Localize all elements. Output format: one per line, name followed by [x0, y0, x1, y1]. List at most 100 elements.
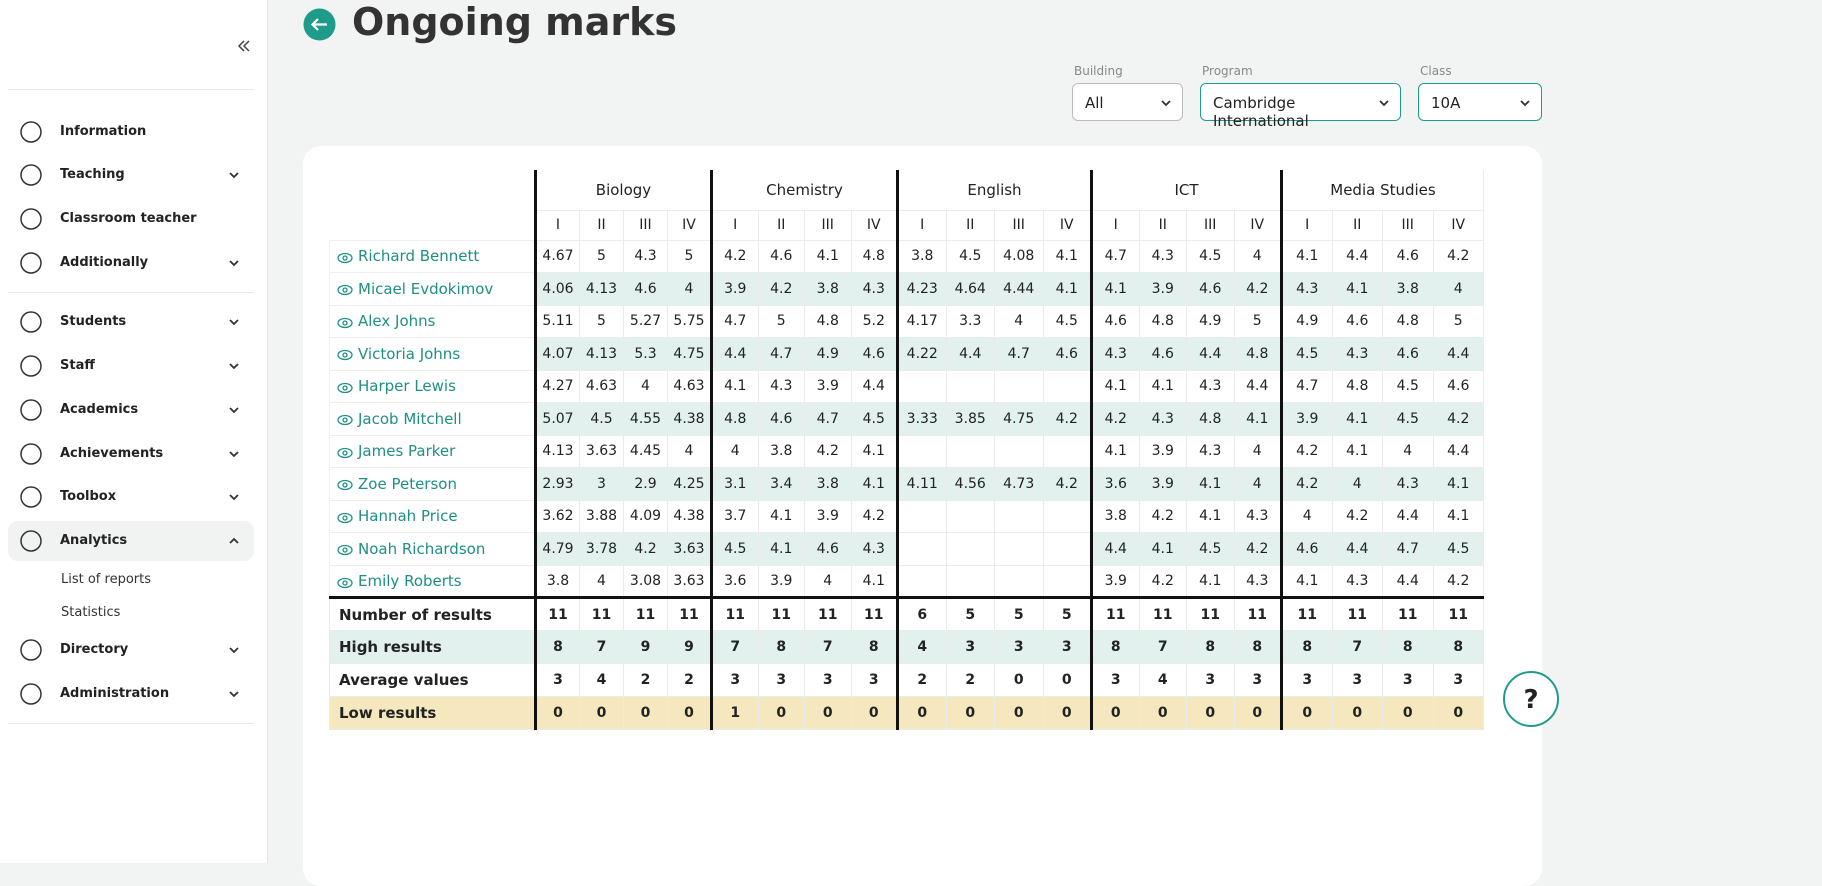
- student-row: Hannah Price 3.62 3.88 4.09 4.38 3.7 4.1 3.9 4.2…: [329, 499, 1484, 533]
- icon: [20, 121, 42, 143]
- student-name-text[interactable]: Harper Lewis: [358, 377, 456, 396]
- summary-cell: 4: [896, 630, 947, 664]
- mark-cell: 4.6: [850, 337, 898, 371]
- nav-item[interactable]: Students: [8, 302, 254, 342]
- mark-cell: [896, 369, 947, 403]
- mark-cell: 4.5: [1186, 532, 1235, 566]
- mark-cell: 4.8: [1331, 369, 1383, 403]
- student-name-text[interactable]: Emily Roberts: [358, 571, 462, 590]
- mark-cell: 4.7: [804, 402, 852, 436]
- mark-cell: [896, 532, 947, 566]
- student-name[interactable]: Jacob Mitchell: [329, 402, 536, 436]
- mark-cell: 4.6: [1280, 532, 1333, 566]
- view-icon: [337, 349, 353, 361]
- student-name-text[interactable]: Hannah Price: [358, 507, 458, 526]
- filter-select[interactable]: 10A: [1418, 83, 1542, 121]
- back-button[interactable]: [303, 8, 336, 41]
- mark-cell: 4.2: [804, 434, 852, 468]
- mark-cell: 5.75: [667, 304, 712, 338]
- nav-item[interactable]: Teaching: [8, 155, 254, 195]
- student-name[interactable]: Noah Richardson: [329, 532, 536, 566]
- mark-cell: 4.1: [1138, 532, 1187, 566]
- mark-cell: 4.3: [1233, 499, 1282, 533]
- student-name-text[interactable]: Noah Richardson: [358, 539, 486, 558]
- collapse-button[interactable]: [236, 38, 252, 54]
- student-name[interactable]: Harper Lewis: [329, 369, 536, 403]
- mark-cell: 4.4: [1331, 239, 1383, 273]
- student-name-text[interactable]: James Parker: [358, 442, 456, 461]
- student-name[interactable]: Alex Johns: [329, 304, 536, 338]
- summary-cell: 11: [850, 596, 898, 631]
- student-name-text[interactable]: Richard Bennett: [358, 247, 480, 266]
- nav-item[interactable]: Administration: [8, 674, 254, 714]
- nav-item[interactable]: Information: [8, 112, 254, 152]
- mark-cell: 4.3: [623, 239, 668, 273]
- mark-cell: 4.4: [1432, 337, 1484, 371]
- nav-item[interactable]: Toolbox: [8, 477, 254, 517]
- mark-cell: 4.17: [896, 304, 947, 338]
- summary-cell: 0: [1382, 696, 1434, 730]
- summary-cell: 7: [1331, 630, 1383, 664]
- summary-cell: 8: [1280, 630, 1333, 664]
- mark-cell: [896, 434, 947, 468]
- summary-cell: 11: [667, 596, 712, 631]
- mark-cell: 4.3: [850, 272, 898, 306]
- student-name-text[interactable]: Jacob Mitchell: [358, 409, 462, 428]
- mark-cell: 4.1: [757, 499, 805, 533]
- chevron: [229, 172, 239, 179]
- summary-cell: 0: [579, 696, 624, 730]
- mark-cell: [945, 499, 995, 533]
- mark-cell: 4.7: [994, 337, 1044, 371]
- mark-cell: 5: [667, 239, 712, 273]
- nav-item[interactable]: Directory: [8, 630, 254, 670]
- nav-item[interactable]: Additionally: [8, 243, 254, 283]
- student-name[interactable]: Victoria Johns: [329, 337, 536, 371]
- nav-item[interactable]: Staff: [8, 346, 254, 386]
- nav-item[interactable]: Academics: [8, 390, 254, 430]
- nav-subitem[interactable]: List of reports: [61, 572, 151, 587]
- mark-cell: 3.63: [579, 434, 624, 468]
- summary-cell: 9: [623, 630, 668, 664]
- student-name[interactable]: Hannah Price: [329, 499, 536, 533]
- subject-header: Chemistry: [710, 170, 898, 211]
- student-name-text[interactable]: Alex Johns: [358, 312, 436, 331]
- summary-cell: 11: [1331, 596, 1383, 631]
- student-name[interactable]: James Parker: [329, 434, 536, 468]
- nav-item[interactable]: Classroom teacher: [8, 199, 254, 239]
- student-name[interactable]: Richard Bennett: [329, 239, 536, 273]
- mark-cell: 3.08: [623, 564, 668, 598]
- student-name-text[interactable]: Victoria Johns: [358, 344, 461, 363]
- mark-cell: 3.8: [896, 239, 947, 273]
- nav-item[interactable]: Analytics: [8, 521, 254, 561]
- mark-cell: 4.22: [896, 337, 947, 371]
- mark-cell: 4.38: [667, 402, 712, 436]
- mark-cell: 4.6: [1432, 369, 1484, 403]
- student-name[interactable]: Emily Roberts: [329, 564, 536, 598]
- student-name[interactable]: Zoe Peterson: [329, 467, 536, 501]
- mark-cell: 4.5: [1186, 239, 1235, 273]
- student-name-text[interactable]: Micael Evdokimov: [358, 279, 494, 298]
- mark-cell: 4.13: [579, 337, 624, 371]
- summary-cell: 3: [804, 663, 852, 697]
- filter-select[interactable]: All: [1072, 83, 1183, 121]
- mark-cell: 4.1: [1280, 564, 1333, 598]
- chevron: [229, 494, 239, 501]
- mark-cell: 3.88: [579, 499, 624, 533]
- mark-cell: 3.3: [945, 304, 995, 338]
- mark-cell: 4.1: [1042, 239, 1092, 273]
- filter-select[interactable]: Cambridge International: [1200, 83, 1401, 130]
- summary-cell: 2: [896, 663, 947, 697]
- mark-cell: 4.1: [1186, 564, 1235, 598]
- summary-cell: 8: [1186, 630, 1235, 664]
- mark-cell: 4.3: [850, 532, 898, 566]
- mark-cell: 4.75: [667, 337, 712, 371]
- view-icon: [337, 544, 353, 556]
- summary-cell: 0: [994, 696, 1044, 730]
- student-name-text[interactable]: Zoe Peterson: [358, 474, 457, 493]
- student-name[interactable]: Micael Evdokimov: [329, 272, 536, 306]
- nav-item[interactable]: Achievements: [8, 434, 254, 474]
- help-button[interactable]: ?: [1502, 670, 1560, 728]
- mark-cell: 4.6: [804, 532, 852, 566]
- nav-subitem[interactable]: Statistics: [61, 605, 121, 620]
- summary-cell: 0: [534, 696, 580, 730]
